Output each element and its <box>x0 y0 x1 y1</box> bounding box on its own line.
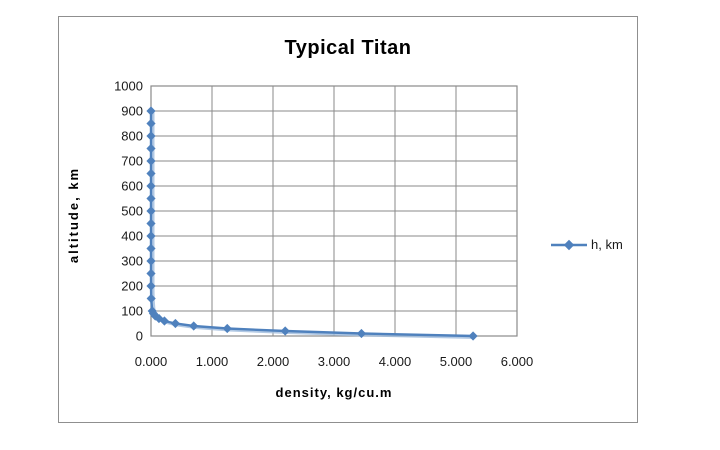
y-tick-label: 0 <box>136 329 143 344</box>
data-point-marker <box>146 143 156 154</box>
data-point-marker <box>146 206 156 216</box>
x-tick-label: 4.000 <box>379 354 412 369</box>
data-point-marker <box>146 281 156 291</box>
data-point-marker <box>146 243 156 254</box>
y-tick-label: 100 <box>121 304 143 319</box>
legend-series-marker-icon <box>551 239 587 250</box>
data-point-marker <box>146 106 156 116</box>
data-point-marker <box>146 131 156 141</box>
x-tick-label: 1.000 <box>196 354 229 369</box>
y-tick-label: 300 <box>121 254 143 269</box>
y-axis-title: altitude, km <box>66 166 81 264</box>
data-point-marker <box>468 331 478 341</box>
chart-title: Typical Titan <box>284 37 412 59</box>
data-point-marker <box>222 323 232 334</box>
data-point-marker <box>356 328 367 339</box>
data-point-marker <box>159 316 170 326</box>
y-tick-label: 1000 <box>114 79 143 94</box>
y-tick-label: 200 <box>121 279 143 294</box>
data-point-marker <box>170 318 180 329</box>
series-line <box>149 111 474 338</box>
data-point-marker <box>146 193 156 204</box>
x-tick-label: 2.000 <box>257 354 290 369</box>
legend-series-label: h, km <box>591 237 623 252</box>
x-tick-label: 0.000 <box>135 354 168 369</box>
data-point-marker <box>146 168 156 179</box>
x-axis-title: density, kg/cu.m <box>275 385 393 400</box>
data-point-marker <box>146 118 156 129</box>
y-tick-label: 700 <box>121 154 143 169</box>
data-point-marker <box>146 156 156 166</box>
y-tick-label: 600 <box>121 179 143 194</box>
data-point-marker <box>146 293 156 304</box>
legend: h, km <box>550 237 623 252</box>
data-point-marker <box>280 326 290 336</box>
y-tick-label: 400 <box>121 229 143 244</box>
data-point-marker <box>146 181 156 191</box>
series-line-halo <box>151 112 476 339</box>
x-tick-label: 5.000 <box>440 354 473 369</box>
data-point-marker <box>146 268 156 279</box>
y-tick-label: 500 <box>121 204 143 219</box>
data-point-marker <box>189 321 199 331</box>
y-tick-label: 900 <box>121 104 143 119</box>
plot-area: 0 100 200 300 400 500 600 700 800 900 1000 0.000 1.0… <box>114 79 534 370</box>
chart-object[interactable]: Typical Titan 0 100 200 300 400 500 600 700 800 9… <box>58 16 638 423</box>
x-tick-label: 6.000 <box>501 354 534 369</box>
data-point-marker <box>146 256 156 266</box>
y-tick-label: 800 <box>121 129 143 144</box>
x-tick-label: 3.000 <box>318 354 351 369</box>
data-point-marker <box>146 231 156 241</box>
data-point-marker <box>146 218 156 229</box>
